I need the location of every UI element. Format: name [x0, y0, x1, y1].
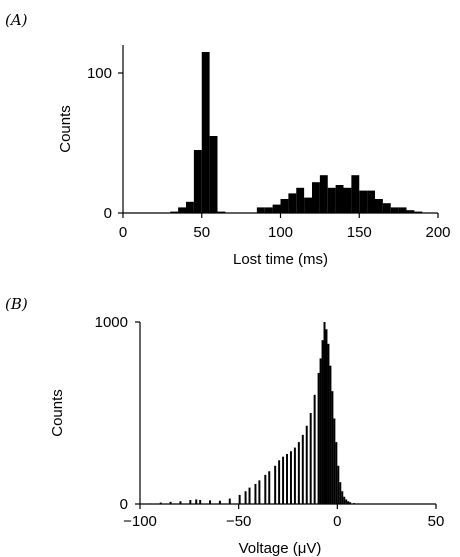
histogram-bar [258, 480, 261, 504]
histogram-bar [325, 329, 328, 504]
histogram-bar [179, 501, 182, 504]
y-axis-title: Counts [57, 105, 74, 153]
histogram-bar [186, 201, 194, 213]
histogram-panel-a: (A) 0 50 100 150 200 0 100 Lost time (ms) Counts [5, 11, 451, 268]
histogram-bar [297, 442, 300, 504]
histogram-bar [288, 193, 297, 213]
histogram-bar [327, 187, 336, 213]
histogram-bar [329, 365, 332, 504]
histogram-bar [375, 199, 383, 213]
histogram-bar [333, 418, 336, 504]
histogram-bar [343, 187, 352, 213]
histogram-bar [317, 372, 320, 504]
x-tick-label: −50 [226, 513, 251, 530]
x-tick-label: 50 [428, 513, 445, 530]
histogram-bar [367, 190, 375, 213]
histogram-bar [209, 136, 218, 213]
histogram-bar [286, 453, 288, 504]
histogram-bar [406, 210, 415, 213]
histogram-bar [280, 199, 289, 213]
histogram-bar [349, 502, 352, 504]
histogram-bar [359, 190, 368, 213]
histogram-bar [268, 471, 271, 504]
histogram-bar [238, 494, 241, 504]
histogram-bar [209, 500, 212, 504]
x-tick-label: 0 [333, 513, 341, 530]
x-tick-label: 150 [347, 224, 372, 241]
histogram-bar [228, 498, 231, 504]
histogram-bar [278, 460, 281, 504]
y-tick-label: 0 [104, 205, 112, 222]
x-tick-label: −100 [123, 513, 157, 530]
x-tick-label: 200 [425, 224, 450, 241]
histogram-bar [382, 203, 391, 213]
histogram-bar [323, 322, 326, 504]
histogram-bar [345, 499, 348, 504]
histogram-bar [305, 425, 308, 504]
histogram-bar [201, 52, 210, 213]
histogram-bar [321, 340, 324, 504]
histogram-bar [312, 182, 320, 213]
histogram-bar [343, 496, 346, 504]
histogram-bar [256, 207, 265, 213]
histogram-bar [170, 211, 179, 213]
histogram-bar [301, 434, 304, 504]
histogram-bar [218, 500, 221, 504]
histogram-bar [195, 499, 198, 504]
histogram-bar [159, 502, 162, 504]
histogram-bar [304, 197, 312, 213]
histogram-bar [341, 491, 344, 504]
y-tick-label: 1000 [95, 314, 128, 331]
histogram-bar [293, 447, 296, 504]
histogram-bar [337, 465, 340, 504]
x-tick-label: 0 [119, 224, 127, 241]
x-tick-label: 50 [193, 224, 210, 241]
histogram-bar [264, 474, 267, 504]
histogram-bar [319, 358, 322, 504]
histogram-bar [189, 499, 192, 504]
histogram-bar [199, 499, 202, 504]
y-tick-label: 0 [120, 496, 128, 513]
panel-label: (B) [5, 295, 28, 313]
histogram-bar [289, 451, 292, 504]
histogram-bar [414, 211, 423, 213]
histogram-bar [254, 483, 257, 504]
y-axis-title: Counts [49, 389, 66, 437]
histogram-bar [244, 491, 247, 504]
histogram-bar [335, 185, 344, 213]
histogram-bar [217, 211, 226, 213]
histogram-bar [282, 456, 285, 504]
histogram-bar [335, 442, 338, 504]
histogram-bar [339, 482, 342, 504]
histogram-bar [390, 207, 399, 213]
histogram-bar [327, 343, 330, 504]
histogram-bar [351, 175, 360, 213]
histogram-bar [272, 204, 281, 213]
histogram-bar [398, 207, 407, 213]
histogram-bar [331, 391, 334, 504]
histogram-bar [274, 465, 277, 504]
x-axis-title: Lost time (ms) [233, 251, 328, 268]
histogram-bar [193, 150, 202, 213]
x-tick-label: 100 [268, 224, 293, 241]
histogram-bar [347, 501, 350, 504]
histogram-bar [248, 487, 251, 504]
x-axis-title: Voltage (μV) [239, 540, 322, 557]
histogram-bar [296, 187, 305, 213]
histogram-bar [264, 207, 273, 213]
histogram-bar [309, 413, 312, 504]
histogram-bar [169, 501, 172, 504]
histogram-bar [319, 175, 328, 213]
y-tick-label: 100 [87, 65, 112, 82]
histogram-bar [313, 394, 316, 504]
histogram-bar [178, 207, 186, 213]
panel-label: (A) [5, 11, 28, 29]
